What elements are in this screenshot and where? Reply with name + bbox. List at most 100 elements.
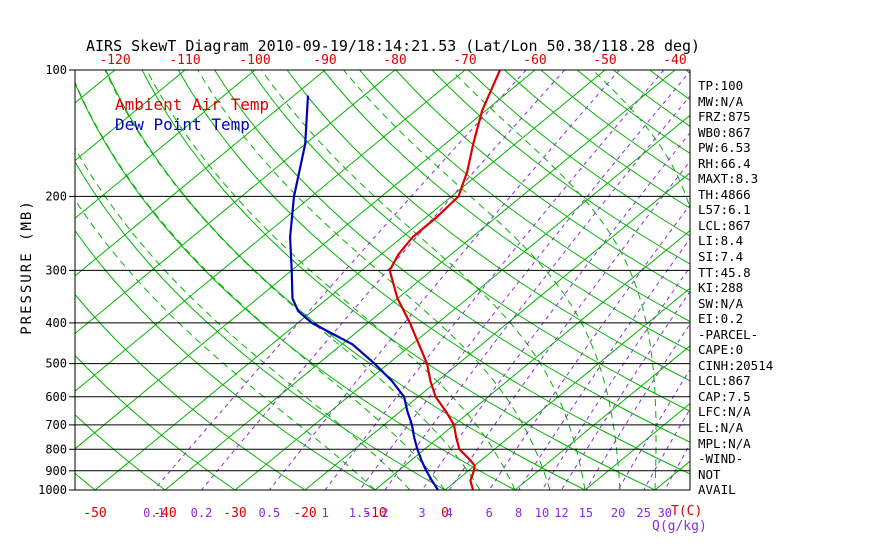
sounding-stats-panel: TP:100 MW:N/A FRZ:875 WB0:867 PW:6.53 RH:66.4… (698, 78, 773, 498)
pressure-axis-label: PRESSURE (MB) (19, 199, 35, 335)
dry-adiabat-line (105, 70, 586, 490)
pressure-tick-label: 100 (45, 63, 67, 77)
stat-line: TP:100 (698, 78, 744, 93)
mixing-ratio-line (541, 266, 690, 490)
dewpoint-curve (288, 95, 439, 490)
mixing-ratio-label: 1.5 (349, 506, 371, 520)
bottom-temp-label: -10 (363, 506, 386, 521)
mixing-ratio-line (585, 323, 690, 490)
mixing-ratio-unit-label: Q(g/kg) (652, 519, 707, 534)
stat-line: LCL:867 (698, 373, 751, 389)
mixing-ratio-line (359, 70, 690, 490)
top-temp-label: -110 (169, 53, 200, 68)
dry-adiabat-line (177, 70, 690, 475)
dry-adiabat-line (431, 70, 690, 265)
stat-line: CINH:20514 (698, 357, 774, 373)
top-temp-label: -50 (593, 53, 616, 68)
isotherm-line (94, 70, 606, 490)
stat-line: NOT (698, 466, 721, 482)
bottom-temp-label: -20 (293, 506, 316, 521)
mixing-ratio-line (324, 70, 665, 490)
pressure-tick-label: 800 (45, 442, 67, 456)
moist-adiabat-lines (75, 70, 690, 490)
mixing-ratio-line (561, 290, 690, 490)
isotherm-line (75, 70, 396, 335)
mixing-ratio-label: 20 (611, 506, 625, 520)
mixing-ratio-label: 2 (381, 506, 388, 520)
dry-adiabat-line (359, 70, 690, 323)
stat-line: TH:4866 (698, 186, 751, 202)
moist-adiabat-line (342, 70, 621, 490)
mixing-ratio-line (153, 70, 527, 490)
isotherm-line (374, 229, 690, 490)
dry-adiabat-line (323, 70, 690, 352)
mixing-ratio-label: 0.5 (259, 506, 281, 520)
moist-adiabat-line (75, 80, 446, 490)
pressure-tick-label: 900 (45, 464, 67, 478)
pressure-tick-label: 400 (45, 316, 67, 330)
isotherm-line (75, 70, 186, 162)
dry-adiabat-line (540, 70, 690, 182)
dry-adiabat-line (75, 293, 306, 490)
pressure-tick-label: 700 (45, 418, 67, 432)
stat-line: MAXT:8.3 (698, 171, 759, 187)
moist-adiabat-line (592, 70, 690, 490)
top-temp-label: -40 (663, 53, 686, 68)
top-temp-label: -60 (523, 53, 546, 68)
stat-line: TT:45.8 (698, 264, 751, 280)
top-temp-label: -100 (239, 53, 270, 68)
stat-line: LI:8.4 (698, 233, 744, 249)
mixing-ratio-label: 15 (579, 506, 593, 520)
stat-line: -PARCEL- (698, 326, 759, 342)
mixing-ratio-label: 10 (535, 506, 549, 520)
mixing-ratio-line (448, 160, 690, 490)
isotherm-line (75, 70, 466, 392)
dry-adiabat-line (75, 160, 446, 490)
temperature-curve (388, 70, 502, 490)
stat-line: MPL:N/A (698, 435, 751, 451)
chart-title: AIRS SkewT Diagram 2010-09-19/18:14:21.5… (86, 37, 701, 55)
pressure-tick-label: 1000 (38, 483, 67, 497)
dry-adiabat-line (75, 229, 376, 490)
mixing-ratio-label: 6 (486, 506, 493, 520)
dry-adiabat-line (468, 70, 690, 237)
moist-adiabat-line (104, 70, 481, 490)
bottom-temp-label: -40 (153, 506, 176, 521)
top-temp-label: -90 (313, 53, 336, 68)
isotherm-line (75, 70, 536, 450)
stat-line: -WIND- (698, 451, 744, 467)
stat-line: L57:6.1 (698, 202, 751, 218)
mixing-ratio-line (488, 203, 690, 490)
mixing-ratio-label: 0.2 (191, 506, 213, 520)
mixing-ratio-label: 0.1 (143, 506, 165, 520)
stat-line: CAPE:0 (698, 342, 744, 358)
mixing-ratio-label: 1 (321, 506, 328, 520)
stat-line: SI:7.4 (698, 249, 744, 265)
stat-line: LCL:867 (698, 217, 751, 233)
bottom-temp-label: -50 (83, 506, 106, 521)
mixing-ratio-line (643, 408, 690, 490)
moist-adiabat-line (146, 70, 516, 490)
grid-lines (75, 70, 690, 490)
dry-adiabat-line (75, 354, 236, 490)
isotherm-line (304, 172, 690, 490)
mixing-ratio-line (384, 95, 690, 490)
stat-line: KI:288 (698, 280, 744, 296)
stat-line: EL:N/A (698, 420, 744, 436)
mixing-ratio-label: 8 (515, 506, 522, 520)
stat-line: AVAIL (698, 482, 736, 498)
stat-line: FRZ:875 (698, 109, 751, 125)
mixing-ratio-label: 12 (554, 506, 568, 520)
pressure-tick-label: 600 (45, 390, 67, 404)
dry-adiabat-line (75, 81, 516, 490)
dry-adiabat-line (214, 70, 690, 443)
top-temp-label: -120 (99, 53, 130, 68)
mixing-ratio-label: 25 (636, 506, 650, 520)
dry-adiabat-line (286, 70, 690, 382)
plot-border (74, 69, 691, 491)
dry-adiabat-line (75, 414, 166, 490)
pressure-tick-label: 200 (45, 189, 67, 203)
